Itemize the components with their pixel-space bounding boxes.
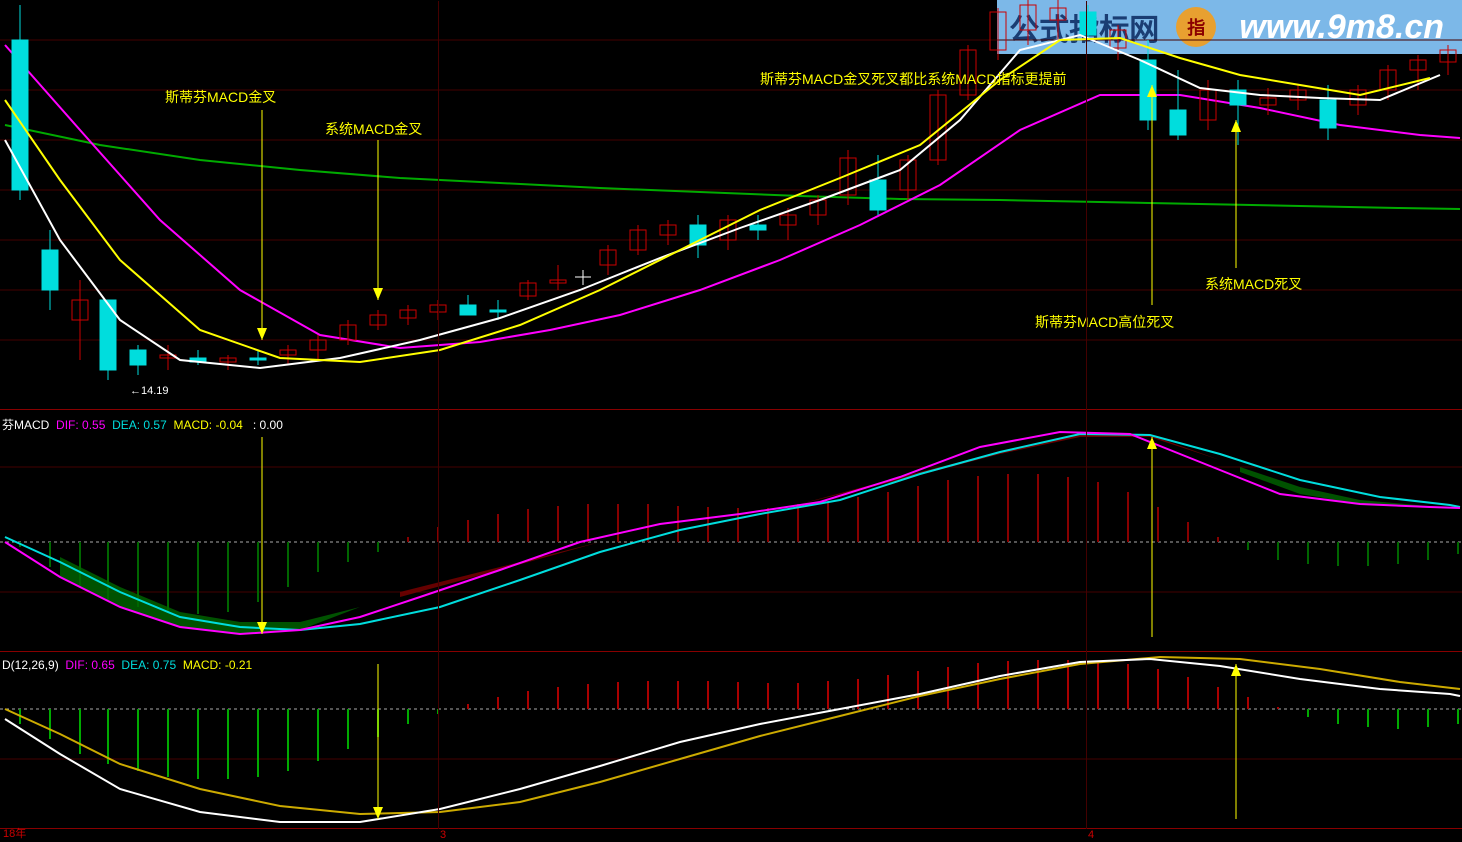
time-axis-label: 18年 — [3, 825, 26, 841]
stock-chart-container: 公式指标网 指 www.9m8.cn ←14.19斯蒂芬MACD金叉系统MACD… — [0, 0, 1462, 842]
time-axis-label: 4 — [1088, 829, 1094, 841]
svg-text:斯蒂芬MACD金叉: 斯蒂芬MACD金叉 — [165, 89, 276, 105]
svg-text:系统MACD金叉: 系统MACD金叉 — [325, 121, 422, 137]
svg-text:斯蒂芬MACD金叉死叉都比系统MACD指标更提前: 斯蒂芬MACD金叉死叉都比系统MACD指标更提前 — [760, 71, 1066, 87]
macd-panel-2[interactable]: D(12,26,9) DIF: 0.65 DEA: 0.75 MACD: -0.… — [0, 654, 1462, 829]
price-panel[interactable]: ←14.19 斯蒂芬MACD金叉系统MACD金叉 斯蒂芬MACD金叉死叉都比系统MA… — [0, 0, 1462, 410]
svg-text:斯蒂芬MACD高位死叉: 斯蒂芬MACD高位死叉 — [1035, 314, 1174, 330]
svg-text:←14.19: ←14.19 — [130, 385, 169, 397]
svg-text:系统MACD死叉: 系统MACD死叉 — [1205, 276, 1302, 292]
time-axis: 18年 3 4 — [0, 828, 1462, 842]
time-axis-label: 3 — [440, 829, 446, 841]
macd-panel-1[interactable]: 芬MACD DIF: 0.55 DEA: 0.57 MACD: -0.04 : … — [0, 412, 1462, 652]
